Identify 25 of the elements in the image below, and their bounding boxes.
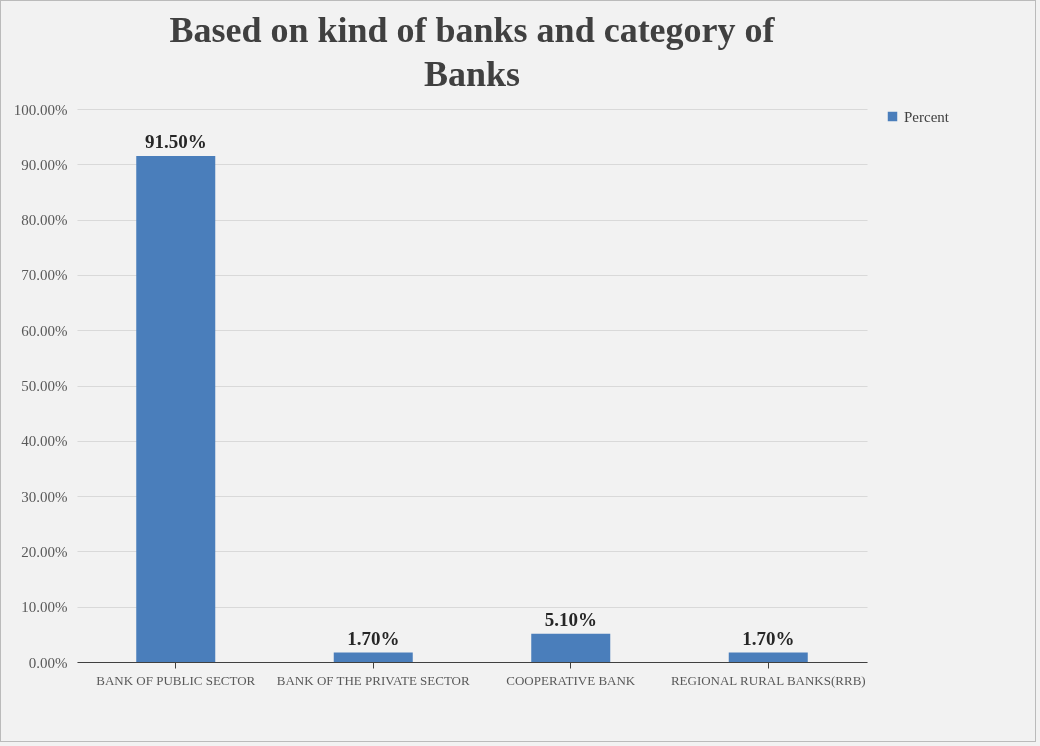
y-tick-label: 10.00% [21, 599, 68, 616]
y-tick-label: 30.00% [21, 488, 68, 505]
x-tick-label: REGIONAL RURAL BANKS(RRB) [670, 672, 866, 688]
y-tick-label: 60.00% [21, 322, 68, 339]
y-tick-label: 100.00% [13, 101, 68, 118]
data-label: 1.70% [742, 627, 795, 649]
bar [728, 652, 808, 662]
y-tick-label: 40.00% [21, 433, 68, 450]
data-label: 1.70% [347, 627, 400, 649]
x-tick-label: BANK OF PUBLIC SECTOR [96, 672, 256, 688]
legend-label: Percent [904, 108, 950, 125]
bar [333, 652, 413, 662]
data-label: 5.10% [544, 608, 597, 630]
x-tick-label: BANK OF THE PRIVATE SECTOR [276, 672, 471, 688]
y-tick-label: 90.00% [21, 156, 68, 173]
bar [136, 156, 216, 662]
x-tick-label: COOPERATIVE BANK [506, 672, 636, 688]
y-tick-label: 70.00% [21, 267, 68, 284]
y-tick-label: 50.00% [21, 378, 68, 394]
chart-title: Based on kind of banks and category of Banks [169, 10, 776, 94]
bar [531, 633, 611, 662]
y-tick-label: 0.00% [28, 654, 68, 671]
y-tick-label: 20.00% [21, 543, 68, 560]
data-label: 91.50% [144, 131, 207, 153]
y-tick-label: 80.00% [21, 212, 68, 229]
